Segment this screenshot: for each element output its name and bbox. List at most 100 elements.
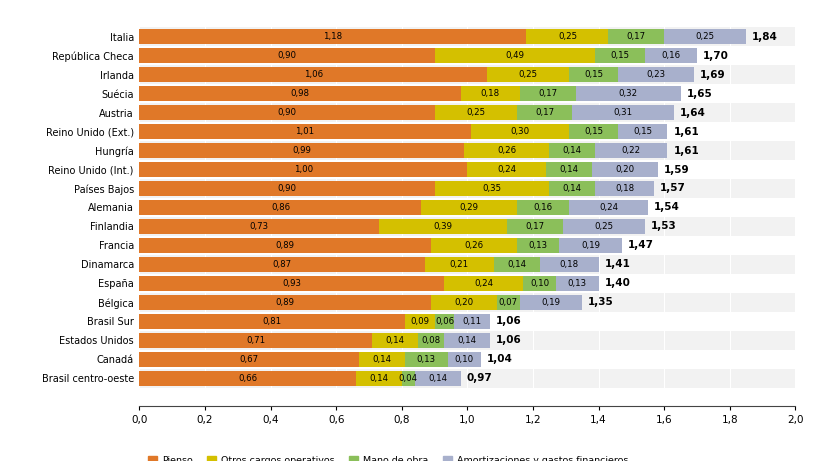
Text: 1,35: 1,35 [587, 297, 613, 307]
Bar [139, 293, 794, 312]
Text: 0,35: 0,35 [482, 184, 501, 193]
Bar [355, 371, 401, 386]
Bar [139, 217, 794, 236]
Text: 0,17: 0,17 [524, 222, 544, 231]
Bar [434, 313, 454, 329]
Text: 0,81: 0,81 [262, 317, 282, 326]
Text: 0,17: 0,17 [626, 32, 645, 41]
Text: 0,25: 0,25 [518, 70, 537, 79]
Bar [467, 162, 545, 177]
Text: 0,13: 0,13 [527, 241, 547, 250]
Bar [470, 124, 568, 139]
Text: 0,31: 0,31 [613, 108, 632, 117]
Bar [519, 86, 575, 101]
Text: 0,24: 0,24 [473, 279, 493, 288]
Bar [139, 200, 421, 215]
Bar [139, 371, 355, 386]
Text: 1,70: 1,70 [702, 51, 728, 61]
Bar [139, 238, 431, 253]
Bar [559, 238, 621, 253]
Text: 0,10: 0,10 [529, 279, 549, 288]
Text: 0,07: 0,07 [498, 298, 518, 307]
Text: 0,23: 0,23 [645, 70, 665, 79]
Bar [139, 333, 372, 348]
Bar [139, 48, 434, 63]
Text: 0,17: 0,17 [534, 108, 554, 117]
Text: 0,20: 0,20 [454, 298, 473, 307]
Text: 1,47: 1,47 [627, 240, 653, 250]
Bar [444, 276, 523, 291]
Bar [139, 86, 460, 101]
Text: 0,97: 0,97 [466, 373, 492, 383]
Bar [139, 84, 794, 103]
Text: 1,57: 1,57 [659, 183, 686, 194]
Bar [460, 86, 519, 101]
Bar [359, 352, 405, 367]
Text: 1,69: 1,69 [699, 70, 724, 80]
Text: 0,16: 0,16 [660, 51, 680, 60]
Text: 0,15: 0,15 [583, 70, 603, 79]
Text: 1,59: 1,59 [663, 165, 688, 175]
Text: 0,17: 0,17 [537, 89, 557, 98]
Bar [526, 29, 608, 44]
Bar [493, 257, 539, 272]
Text: 0,32: 0,32 [618, 89, 637, 98]
Text: 0,15: 0,15 [609, 51, 629, 60]
Bar [516, 200, 568, 215]
Bar [139, 162, 467, 177]
Text: 0,08: 0,08 [421, 336, 441, 345]
Text: 0,19: 0,19 [580, 241, 600, 250]
Text: 0,93: 0,93 [282, 279, 301, 288]
Text: 0,25: 0,25 [695, 32, 714, 41]
Text: 1,06: 1,06 [495, 335, 522, 345]
Text: 0,14: 0,14 [372, 355, 391, 364]
Bar [539, 257, 598, 272]
Text: 1,65: 1,65 [686, 89, 712, 99]
Bar [575, 86, 680, 101]
Bar [444, 333, 490, 348]
Text: 0,29: 0,29 [459, 203, 478, 212]
Text: 0,73: 0,73 [249, 222, 269, 231]
Text: 0,21: 0,21 [449, 260, 468, 269]
Bar [454, 313, 490, 329]
Text: 0,25: 0,25 [593, 222, 613, 231]
Text: 0,04: 0,04 [398, 374, 418, 383]
Text: 1,06: 1,06 [303, 70, 323, 79]
Bar [139, 122, 794, 141]
Bar [139, 141, 794, 160]
Bar [139, 276, 444, 291]
Text: 0,49: 0,49 [505, 51, 524, 60]
Text: 0,26: 0,26 [464, 241, 483, 250]
Bar [555, 276, 598, 291]
Text: 0,09: 0,09 [410, 317, 429, 326]
Text: 0,30: 0,30 [509, 127, 529, 136]
Bar [139, 369, 794, 388]
Text: 1,53: 1,53 [649, 221, 676, 231]
Bar [431, 295, 496, 310]
Bar [139, 313, 405, 329]
Text: 0,19: 0,19 [541, 298, 560, 307]
Text: 0,14: 0,14 [385, 336, 405, 345]
Text: 0,26: 0,26 [496, 146, 516, 155]
Bar [424, 257, 493, 272]
Text: 1,01: 1,01 [295, 127, 314, 136]
Bar [568, 67, 618, 82]
Bar [562, 219, 644, 234]
Text: 1,64: 1,64 [679, 107, 705, 118]
Text: 0,18: 0,18 [480, 89, 500, 98]
Text: 0,25: 0,25 [465, 108, 485, 117]
Text: 0,67: 0,67 [239, 355, 259, 364]
Bar [139, 103, 794, 122]
Text: 0,87: 0,87 [272, 260, 292, 269]
Text: 0,14: 0,14 [369, 374, 388, 383]
Bar [139, 198, 794, 217]
Bar [139, 295, 431, 310]
Text: 0,24: 0,24 [598, 203, 618, 212]
Text: 0,11: 0,11 [462, 317, 482, 326]
Bar [496, 295, 519, 310]
Text: 1,04: 1,04 [486, 354, 512, 364]
Bar [139, 236, 794, 255]
Text: 0,16: 0,16 [532, 203, 552, 212]
Bar [139, 105, 434, 120]
Text: 0,18: 0,18 [559, 260, 578, 269]
